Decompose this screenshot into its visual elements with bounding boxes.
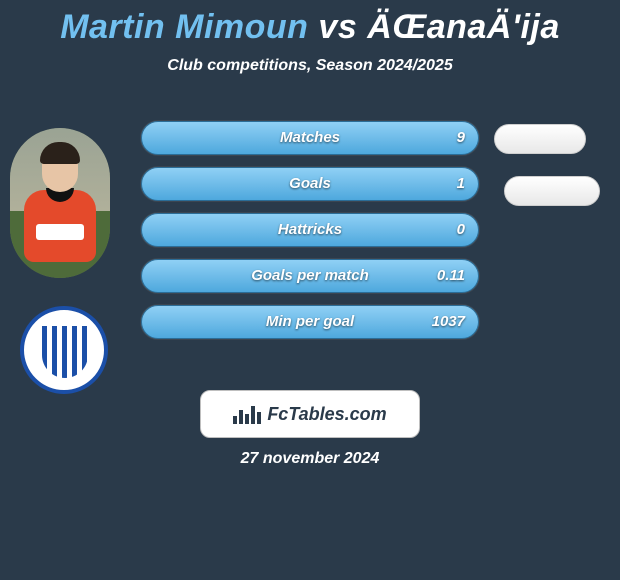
stat-value: 0.11 [437,259,465,293]
stat-label: Hattricks [141,213,479,247]
stat-value: 1 [457,167,465,201]
branding-badge[interactable]: FcTables.com [200,390,420,438]
vs-label: vs [318,8,357,46]
opponent-bar [494,124,586,154]
player1-name: Martin Mimoun [60,8,308,46]
stat-label: Matches [141,121,479,155]
stat-value: 1037 [432,305,465,339]
stat-value: 0 [457,213,465,247]
opponent-bar [504,176,600,206]
player2-name: ÄŒanaÄ'ija [367,8,560,46]
stat-label: Min per goal [141,305,479,339]
stats-bars: Matches9Goals1Hattricks0Goals per match0… [140,120,480,350]
stat-value: 9 [457,121,465,155]
subtitle: Club competitions, Season 2024/2025 [0,57,620,75]
stat-row: Matches9 [140,120,480,156]
player1-avatar [10,128,110,278]
club-badge [20,306,108,394]
date-text: 27 november 2024 [0,450,620,468]
stat-row: Goals1 [140,166,480,202]
bar-chart-icon [233,404,261,424]
branding-label: FcTables.com [267,404,386,425]
stat-label: Goals [141,167,479,201]
jersey-sponsor [36,224,84,240]
stat-row: Hattricks0 [140,212,480,248]
stat-row: Goals per match0.11 [140,258,480,294]
stat-label: Goals per match [141,259,479,293]
stat-row: Min per goal1037 [140,304,480,340]
page-title: Martin Mimoun vs ÄŒanaÄ'ija [0,0,620,47]
